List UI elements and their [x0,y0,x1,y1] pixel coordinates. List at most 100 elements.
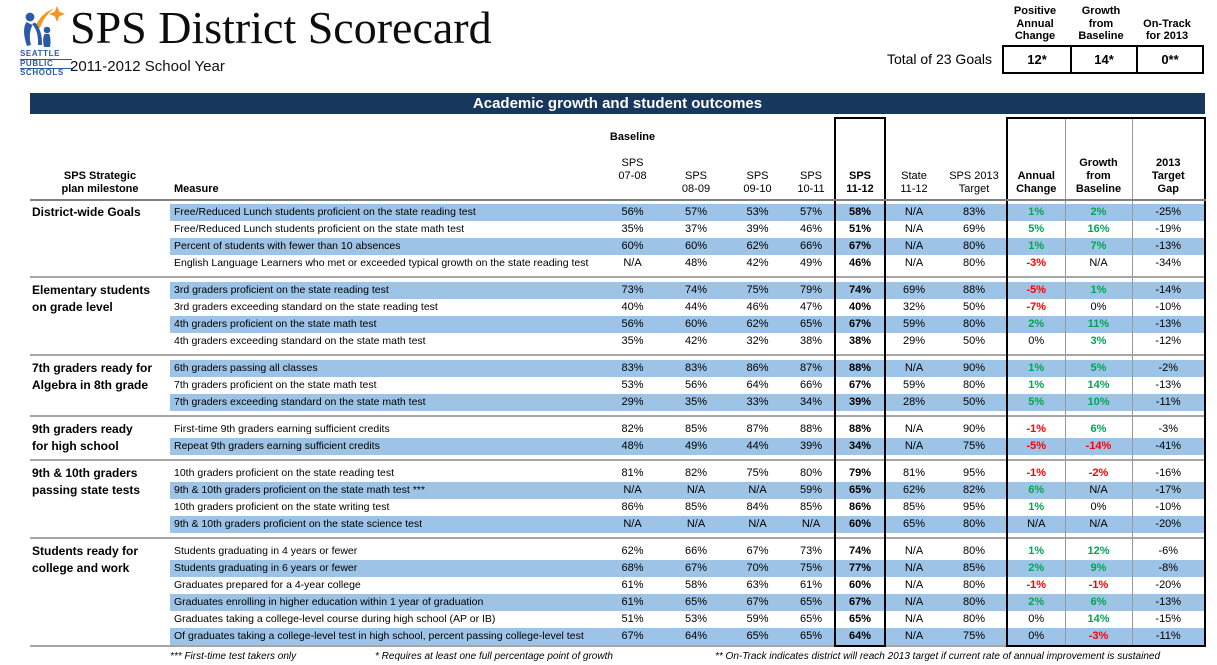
state-1112-value: N/A [904,257,924,269]
annual-change-value: 1% [1006,377,1065,394]
separator-cell [834,272,886,282]
state-1112-value: N/A [885,594,942,611]
baseline-value-3: 88% [799,423,823,435]
baseline-value-0: 53% [621,379,644,391]
separator-cell [1064,411,1132,421]
summary-header-on-track-2013: On-Track for 2013 [1143,17,1191,43]
annual-change-value: 2% [1006,316,1065,333]
measure-label: Students graduating in 6 years or fewer [170,560,600,577]
target-gap-value: -25% [1131,204,1206,221]
target-gap-value: -11% [1131,628,1206,647]
baseline-value-2: 70% [727,560,788,577]
state-1112-value: N/A [904,613,924,625]
sps-1112-value: 79% [834,465,886,482]
col-header-milestone: SPS Strategic plan milestone [30,118,170,201]
separator-cell [30,455,170,465]
baseline-value-2: 75% [746,467,769,479]
growth-from-baseline-value: -2% [1064,465,1132,482]
growth-from-baseline-value: -14% [1064,438,1132,455]
growth-from-baseline-value: 9% [1064,560,1132,577]
page-title: SPS District Scorecard [70,2,492,53]
target-gap-value: -3% [1131,421,1206,438]
baseline-value-1: N/A [665,482,727,499]
sps-1112-value: 46% [834,255,886,272]
measure-label: Repeat 9th graders earning sufficient cr… [170,438,600,455]
annual-change-value: 5% [1006,394,1065,411]
measure-label: Students graduating in 4 years or fewer [174,545,358,557]
group-separator [30,350,1206,360]
state-1112-value: 28% [885,394,942,411]
target-gap-value: -19% [1131,221,1206,238]
annual-change-value: 2% [1006,594,1065,611]
separator-cell [942,455,1007,465]
separator-cell [170,350,600,360]
separator-cell [30,411,170,421]
sps-1112-value: 74% [834,543,886,560]
measure-label: English Language Learners who met or exc… [174,257,589,269]
growth-from-baseline-value: 3% [1064,333,1132,350]
goals-summary-values: 12* 14* 0** [1002,44,1204,74]
annual-change-value: N/A [1006,516,1065,533]
measure-row: Students graduating in 6 years or fewer 6… [30,560,1206,577]
baseline-value-0: 56% [600,204,665,221]
baseline-value-3: 34% [788,394,835,411]
separator-cell [885,411,942,421]
col-header-measure: Measure [170,118,600,201]
separator-cell [885,350,942,360]
group-separator [30,411,1206,421]
target-gap-value: -20% [1131,577,1206,594]
baseline-value-3: 80% [799,467,823,479]
sps-2013-target-value: 90% [962,423,986,435]
baseline-value-3: 49% [799,257,823,269]
state-1112-value: N/A [885,238,942,255]
annual-change-value: -1% [1006,465,1065,482]
separator-cell [727,533,788,543]
measure-label: 3rd graders exceeding standard on the st… [174,301,438,313]
summary-header-positive-annual-change: Positive Annual Change [1013,5,1057,42]
separator-cell [788,350,835,360]
sps-2013-target-value: 50% [962,301,986,313]
sps-2013-target-value: 75% [942,628,1007,646]
baseline-value-0: N/A [623,257,642,269]
annual-change-value: 1% [1006,360,1065,377]
state-1112-value: N/A [904,223,924,235]
growth-from-baseline-value: -3% [1064,628,1132,647]
baseline-value-1: 65% [665,594,727,611]
goals-summary: Total of 23 Goals Positive Annual Change… [887,5,1204,74]
separator-cell [600,411,665,421]
measure-label: 4th graders exceeding standard on the st… [174,335,426,347]
measure-row: Of graduates taking a college-level test… [30,628,1206,647]
separator-cell [1131,455,1206,465]
target-gap-value: -14% [1131,282,1206,299]
separator-cell [834,411,886,421]
header-spacer [30,200,1206,204]
measure-row: 7th graders proficient on the state math… [30,377,1206,394]
baseline-value-0: 82% [621,423,644,435]
measure-label: 3rd graders proficient on the state read… [170,282,600,299]
target-gap-value: -10% [1131,499,1206,516]
separator-cell [788,411,835,421]
baseline-value-3: 79% [788,282,835,299]
section-banner: Academic growth and student outcomes [30,93,1205,114]
summary-value-on-track-2013: 0** [1136,46,1202,72]
separator-cell [788,533,835,543]
baseline-value-3: 65% [799,613,823,625]
col-header-0910: SPS 09-10 [727,118,788,201]
col-header-0708: SPS 07-08 [618,157,647,182]
separator-cell [1131,200,1206,204]
sps-2013-target-value: 50% [942,394,1007,411]
scorecard-table: SPS Strategic plan milestone Measure Bas… [30,117,1206,647]
annual-change-value: -1% [1006,421,1065,438]
sps-2013-target-value: 80% [942,238,1007,255]
annual-change-value: 2% [1006,560,1065,577]
separator-cell [170,455,600,465]
baseline-value-2: 63% [746,579,769,591]
baseline-value-0: 68% [600,560,665,577]
baseline-value-1: 56% [684,379,708,391]
measure-row: 3rd graders exceeding standard on the st… [30,299,1206,316]
scorecard-body: District-wide Goals Free/Reduced Lunch st… [30,200,1206,647]
col-header-state: State 11-12 [885,118,942,201]
state-1112-value: 69% [885,282,942,299]
sps-1112-value: 67% [834,594,886,611]
sps-2013-target-value: 80% [962,579,986,591]
